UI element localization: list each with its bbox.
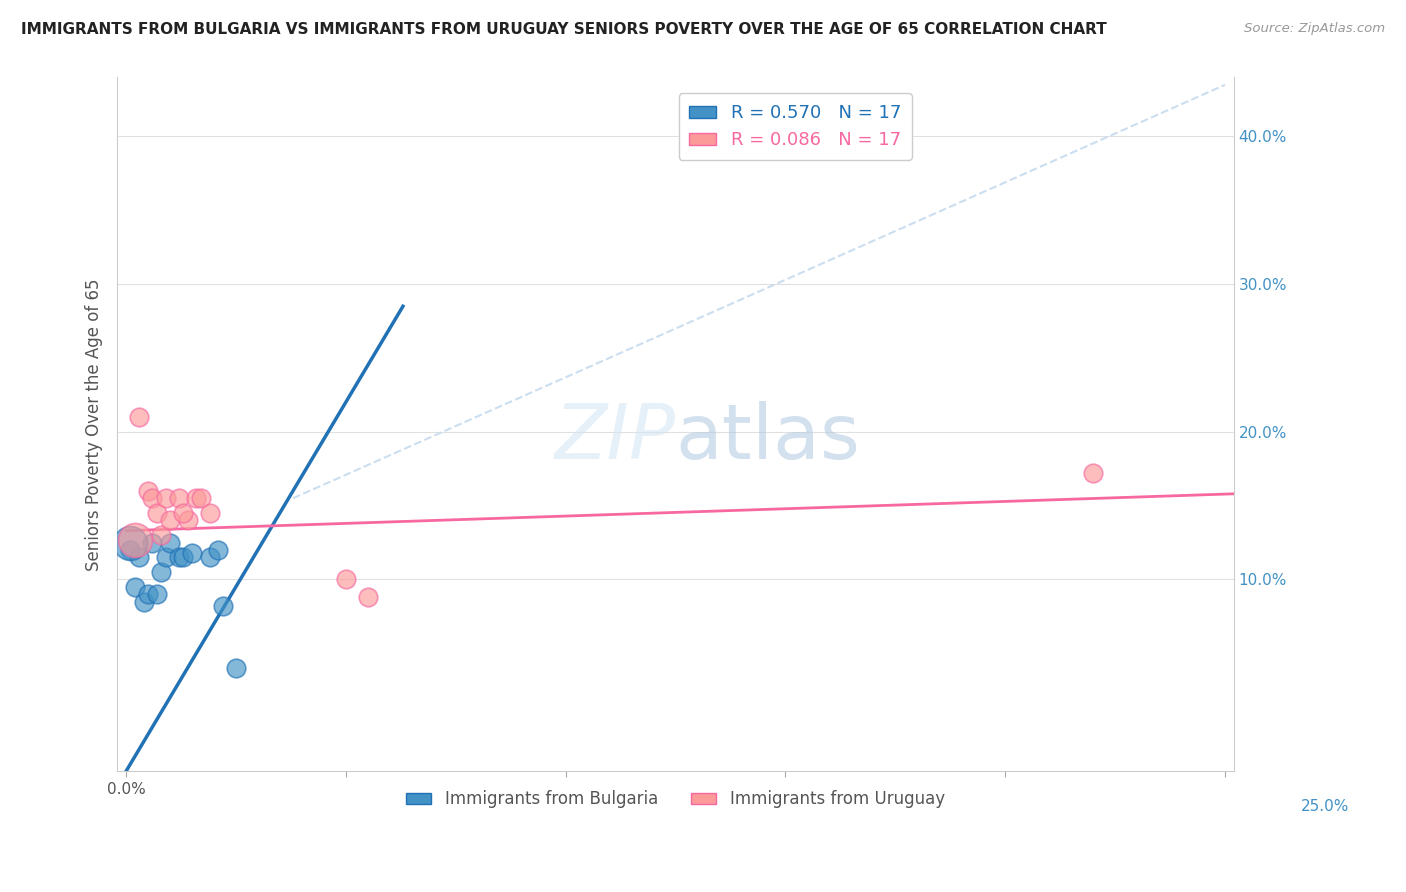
Y-axis label: Seniors Poverty Over the Age of 65: Seniors Poverty Over the Age of 65	[86, 278, 103, 571]
Point	[176, 513, 198, 527]
Point	[186, 491, 208, 506]
Point	[211, 599, 233, 613]
Legend: Immigrants from Bulgaria, Immigrants from Uruguay: Immigrants from Bulgaria, Immigrants fro…	[399, 784, 952, 815]
Point	[357, 590, 380, 604]
Text: IMMIGRANTS FROM BULGARIA VS IMMIGRANTS FROM URUGUAY SENIORS POVERTY OVER THE AGE: IMMIGRANTS FROM BULGARIA VS IMMIGRANTS F…	[21, 22, 1107, 37]
Point	[145, 587, 167, 601]
Point	[190, 491, 212, 506]
Point	[120, 535, 142, 549]
Point	[155, 550, 177, 565]
Text: Source: ZipAtlas.com: Source: ZipAtlas.com	[1244, 22, 1385, 36]
Point	[141, 535, 163, 549]
Point	[124, 580, 146, 594]
Point	[181, 546, 204, 560]
Point	[150, 565, 173, 579]
Point	[128, 410, 150, 425]
Point	[128, 550, 150, 565]
Point	[155, 491, 177, 506]
Point	[335, 573, 357, 587]
Point	[167, 491, 190, 506]
Point	[207, 542, 229, 557]
Point	[120, 542, 142, 557]
Point	[172, 550, 194, 565]
Text: 25.0%: 25.0%	[1301, 799, 1348, 814]
Point	[198, 506, 221, 520]
Text: atlas: atlas	[675, 401, 860, 475]
Point	[159, 535, 181, 549]
Point	[136, 587, 159, 601]
Point	[225, 661, 247, 675]
Point	[124, 533, 146, 547]
Point	[159, 513, 181, 527]
Point	[198, 550, 221, 565]
Point	[136, 483, 159, 498]
Point	[167, 550, 190, 565]
Point	[132, 594, 155, 608]
Point	[172, 506, 194, 520]
Point	[150, 528, 173, 542]
Point	[145, 506, 167, 520]
Text: ZIP: ZIP	[554, 401, 675, 475]
Point	[1081, 466, 1104, 480]
Point	[141, 491, 163, 506]
